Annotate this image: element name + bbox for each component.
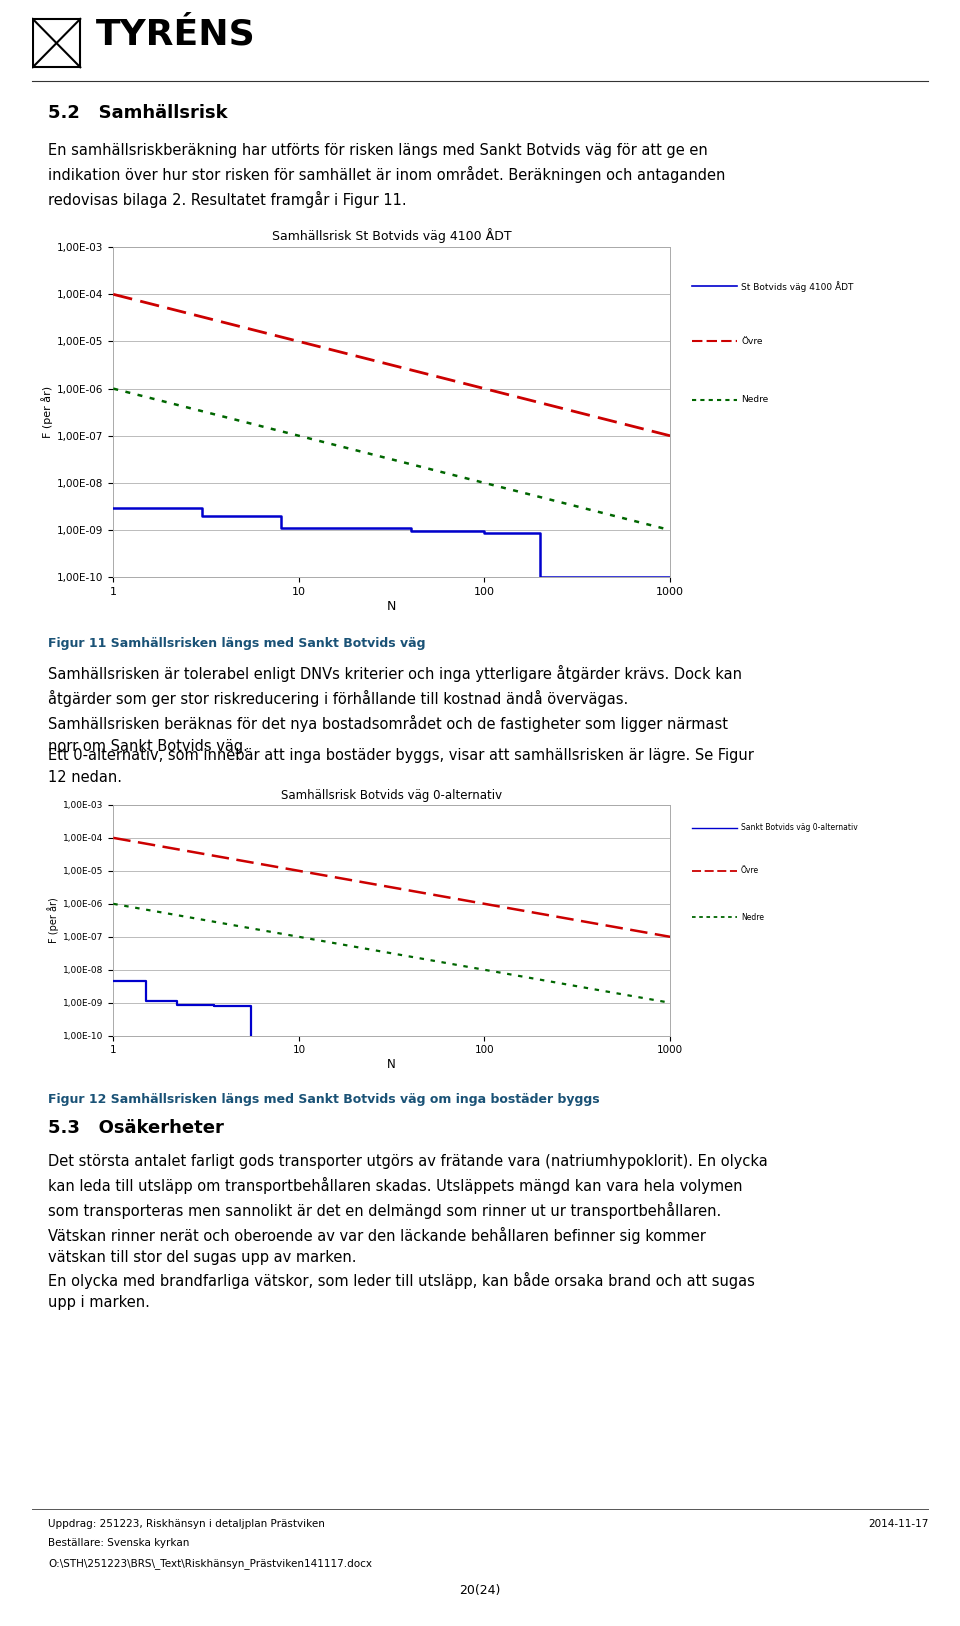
Text: 2014-11-17: 2014-11-17	[868, 1519, 928, 1528]
Text: Samhällsrisken beräknas för det nya bostadsområdet och de fastigheter som ligger: Samhällsrisken beräknas för det nya bost…	[48, 715, 728, 754]
X-axis label: N: N	[387, 600, 396, 613]
Text: En samhällsriskberäkning har utförts för risken längs med Sankt Botvids väg för : En samhällsriskberäkning har utförts för…	[48, 143, 726, 208]
Text: Övre: Övre	[741, 867, 759, 875]
Y-axis label: F (per år): F (per år)	[47, 898, 59, 943]
Text: Nedre: Nedre	[741, 912, 764, 922]
Text: En olycka med brandfarliga vätskor, som leder till utsläpp, kan både orsaka bran: En olycka med brandfarliga vätskor, som …	[48, 1272, 755, 1311]
Y-axis label: F (per år): F (per år)	[41, 385, 53, 439]
Text: Figur 11 Samhällsrisken längs med Sankt Botvids väg: Figur 11 Samhällsrisken längs med Sankt …	[48, 637, 425, 650]
Text: 5.2   Samhällsrisk: 5.2 Samhällsrisk	[48, 104, 228, 122]
Text: Uppdrag: 251223, Riskhänsyn i detaljplan Prästviken: Uppdrag: 251223, Riskhänsyn i detaljplan…	[48, 1519, 324, 1528]
Text: Det största antalet farligt gods transporter utgörs av frätande vara (natriumhyp: Det största antalet farligt gods transpo…	[48, 1154, 768, 1265]
X-axis label: N: N	[387, 1059, 396, 1072]
Title: Samhällsrisk Botvids väg 0-alternativ: Samhällsrisk Botvids väg 0-alternativ	[281, 789, 502, 802]
Text: O:\STH\251223\BRS\_Text\Riskhänsyn_Prästviken141117.docx: O:\STH\251223\BRS\_Text\Riskhänsyn_Präst…	[48, 1558, 372, 1569]
Text: Ett 0-alternativ, som innebär att inga bostäder byggs, visar att samhällsrisken : Ett 0-alternativ, som innebär att inga b…	[48, 748, 754, 785]
Text: Samhällsrisken är tolerabel enligt DNVs kriterier och inga ytterligare åtgärder : Samhällsrisken är tolerabel enligt DNVs …	[48, 665, 742, 707]
Text: 5.3   Osäkerheter: 5.3 Osäkerheter	[48, 1119, 224, 1137]
Text: TYRÉNS: TYRÉNS	[96, 18, 255, 50]
Text: Övre: Övre	[741, 337, 762, 346]
Text: Beställare: Svenska kyrkan: Beställare: Svenska kyrkan	[48, 1538, 189, 1548]
Text: Figur 12 Samhällsrisken längs med Sankt Botvids väg om inga bostäder byggs: Figur 12 Samhällsrisken längs med Sankt …	[48, 1093, 600, 1106]
Title: Samhällsrisk St Botvids väg 4100 ÅDT: Samhällsrisk St Botvids väg 4100 ÅDT	[272, 228, 512, 244]
Text: St Botvids väg 4100 ÅDT: St Botvids väg 4100 ÅDT	[741, 281, 853, 291]
Text: Sankt Botvids väg 0-alternativ: Sankt Botvids väg 0-alternativ	[741, 823, 858, 833]
Text: Nedre: Nedre	[741, 395, 768, 405]
Text: 20(24): 20(24)	[459, 1584, 501, 1597]
